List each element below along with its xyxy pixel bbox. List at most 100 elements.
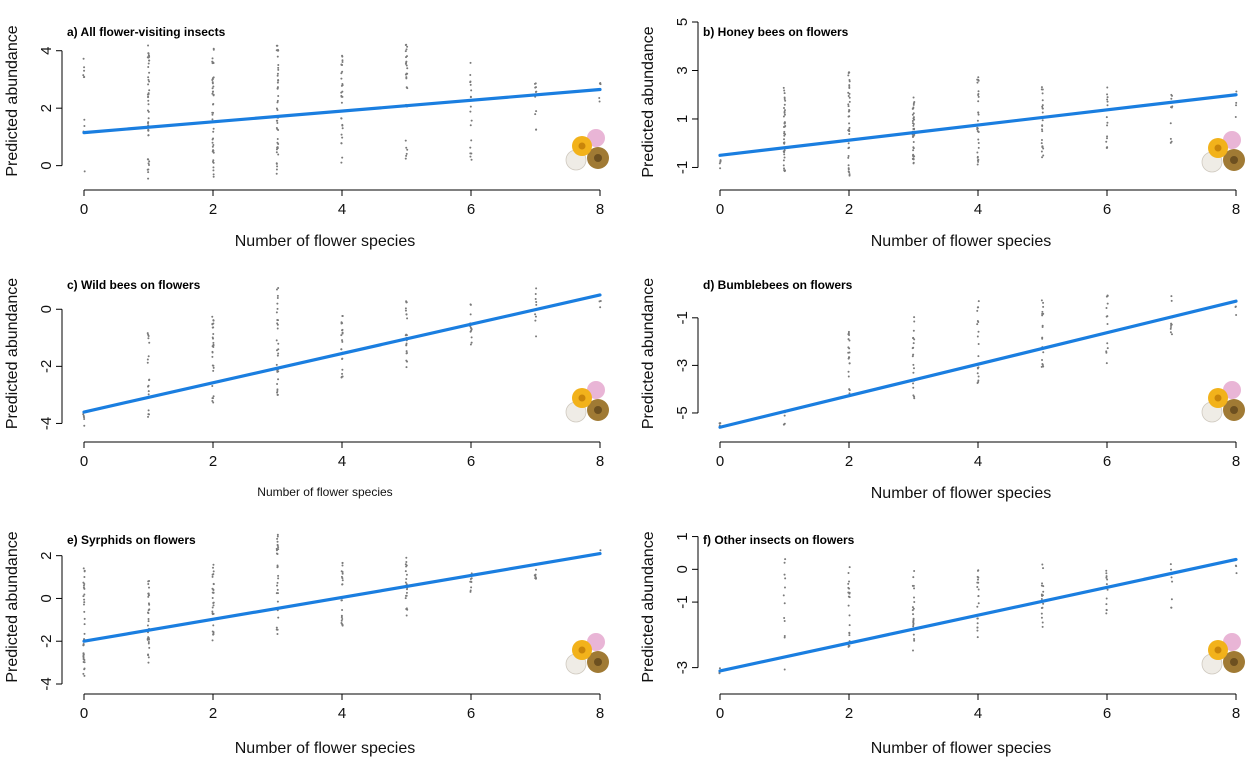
y-tick-label: -1 (674, 311, 691, 324)
data-point (977, 300, 980, 303)
fit-line (718, 93, 1238, 157)
data-points (82, 287, 602, 427)
data-point (469, 83, 472, 86)
data-point (212, 166, 215, 169)
data-point (783, 156, 786, 159)
data-point (276, 121, 279, 124)
data-point (82, 414, 85, 417)
data-point (82, 76, 85, 79)
data-point (148, 341, 151, 344)
panel-title: d) Bumblebees on flowers (703, 278, 853, 292)
data-point (469, 578, 472, 581)
data-point (718, 422, 721, 425)
data-point (341, 83, 344, 86)
data-point (341, 375, 344, 378)
data-point (406, 360, 409, 363)
data-point (275, 592, 278, 595)
data-point (1106, 121, 1109, 124)
x-tick-label: 2 (209, 201, 217, 218)
data-point (341, 314, 344, 317)
data-point (1171, 580, 1174, 583)
data-point (1106, 146, 1109, 149)
data-point (277, 378, 280, 381)
data-point (783, 138, 786, 141)
data-point (1105, 603, 1108, 606)
data-point (469, 81, 472, 84)
data-point (848, 566, 851, 569)
data-point (341, 372, 344, 375)
data-point (212, 173, 215, 176)
data-point (82, 584, 85, 587)
data-point (211, 145, 214, 148)
data-point (912, 153, 915, 156)
data-point (341, 127, 344, 130)
y-tick-label: 2 (38, 551, 55, 559)
data-point (848, 78, 851, 81)
data-point (976, 617, 979, 620)
data-point (469, 110, 472, 113)
data-point (1040, 365, 1043, 368)
data-point (276, 109, 279, 112)
data-point (1041, 99, 1044, 102)
data-point (912, 623, 915, 626)
y-tick-label: -2 (38, 360, 55, 373)
data-point (212, 633, 215, 636)
data-point (913, 587, 916, 590)
data-point (783, 109, 786, 112)
panel-title: f) Other insects on flowers (703, 533, 855, 547)
data-point (912, 112, 915, 115)
data-point (782, 594, 785, 597)
data-point (848, 122, 851, 125)
data-point (405, 60, 408, 63)
data-point (911, 135, 914, 138)
data-point (275, 151, 278, 154)
data-point (847, 155, 850, 158)
data-point (1106, 315, 1109, 318)
data-point (977, 366, 980, 369)
data-point (847, 168, 850, 171)
data-point (212, 604, 215, 607)
data-point (276, 307, 279, 310)
data-point (211, 79, 214, 82)
data-point (784, 99, 787, 102)
data-point (1041, 336, 1044, 339)
data-point (912, 158, 915, 161)
data-point (848, 624, 851, 627)
data-point (83, 674, 86, 677)
data-point (470, 119, 473, 122)
data-point (404, 563, 407, 566)
data-point (340, 133, 343, 136)
flower-cluster-icon (1201, 131, 1245, 173)
data-point (147, 44, 150, 47)
data-point (212, 161, 215, 164)
data-point (1042, 301, 1045, 304)
data-point (341, 136, 344, 139)
data-point (977, 94, 980, 97)
y-tick-label: -4 (38, 417, 55, 430)
data-point (1170, 333, 1173, 336)
fit-line (718, 299, 1238, 429)
data-point (212, 631, 215, 634)
data-point (212, 573, 215, 576)
data-point (1106, 135, 1109, 138)
data-point (405, 152, 408, 155)
data-point (341, 124, 344, 127)
y-axis-label: Predicted abundance (4, 531, 21, 682)
data-point (783, 96, 786, 99)
data-point (912, 584, 915, 587)
data-point (847, 370, 850, 373)
data-point (340, 161, 343, 164)
data-point (783, 414, 786, 417)
data-point (1041, 362, 1044, 365)
data-point (1106, 302, 1109, 305)
data-point (784, 558, 787, 561)
data-point (1169, 563, 1172, 566)
data-point (535, 300, 538, 303)
data-point (147, 415, 150, 418)
data-point (976, 605, 979, 608)
data-point (1106, 578, 1109, 581)
data-point (1171, 105, 1174, 108)
data-point (212, 333, 215, 336)
data-point (82, 661, 85, 664)
data-point (848, 356, 851, 359)
